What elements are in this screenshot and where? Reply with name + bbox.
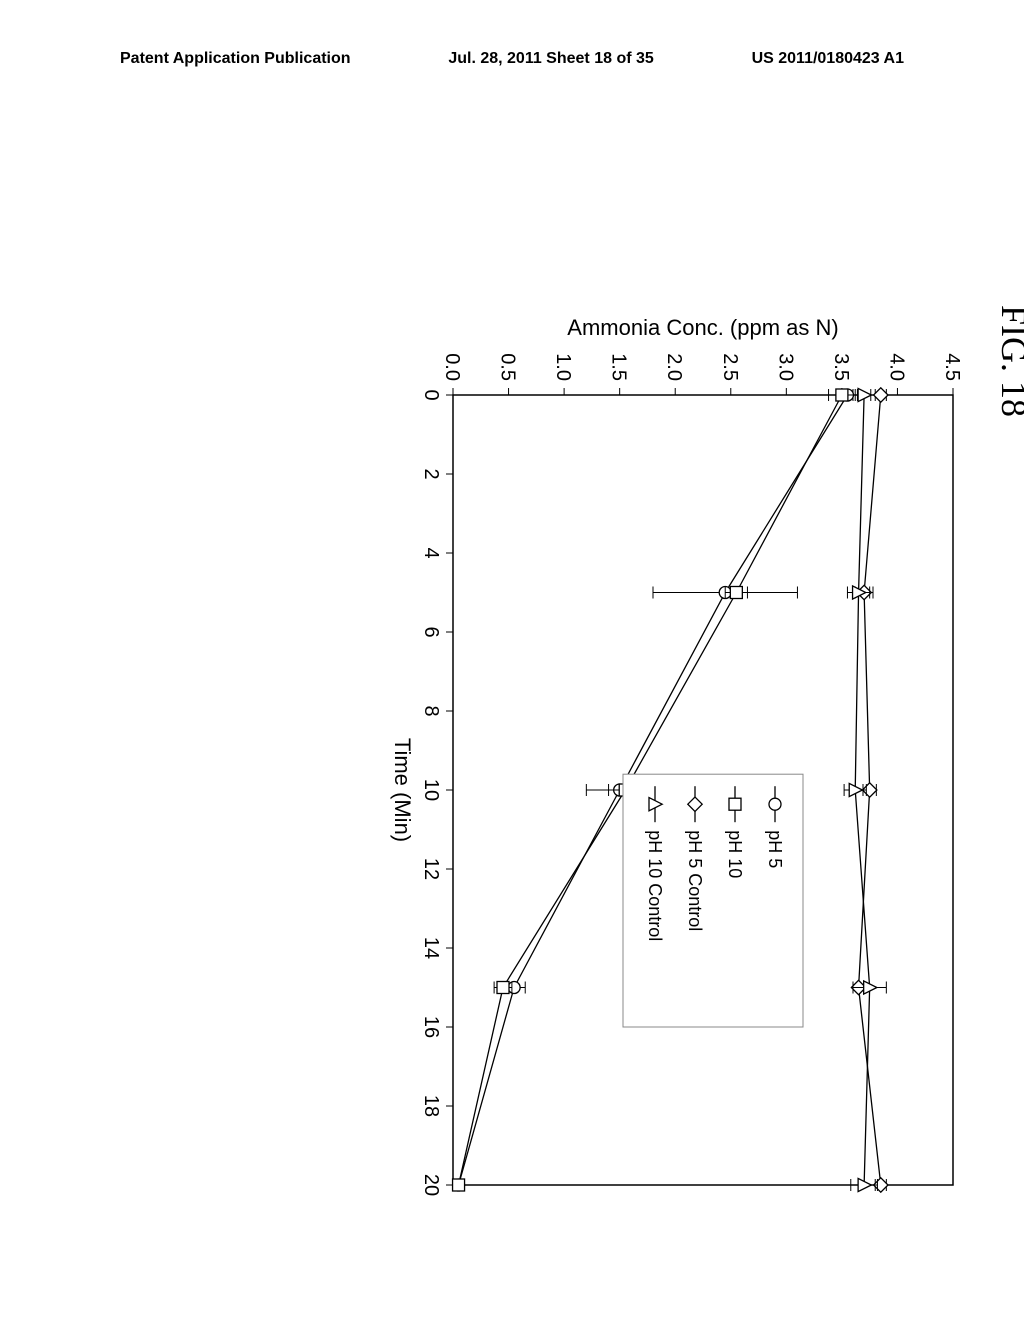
svg-text:0: 0: [420, 389, 442, 400]
svg-text:20: 20: [420, 1174, 442, 1196]
svg-text:0.0: 0.0: [441, 353, 463, 381]
svg-text:8: 8: [420, 705, 442, 716]
svg-text:4.0: 4.0: [885, 353, 907, 381]
header-center: Jul. 28, 2011 Sheet 18 of 35: [448, 50, 653, 68]
svg-text:4.5: 4.5: [941, 353, 963, 381]
svg-text:pH 5 Control: pH 5 Control: [685, 830, 705, 931]
svg-text:18: 18: [420, 1095, 442, 1117]
svg-text:pH 10: pH 10: [725, 830, 745, 878]
svg-text:Time (Min): Time (Min): [390, 738, 415, 842]
svg-text:4: 4: [420, 547, 442, 558]
figure-container: FIG. 18 02468101214161820Time (Min)0.00.…: [15, 305, 1024, 1075]
svg-text:10: 10: [420, 779, 442, 801]
svg-text:14: 14: [420, 937, 442, 959]
svg-text:2: 2: [420, 468, 442, 479]
svg-text:1.0: 1.0: [552, 353, 574, 381]
page-header: Patent Application Publication Jul. 28, …: [0, 50, 1024, 68]
svg-text:Ammonia Conc. (ppm as N): Ammonia Conc. (ppm as N): [567, 315, 838, 340]
svg-text:pH 5: pH 5: [765, 830, 785, 868]
svg-text:2.5: 2.5: [719, 353, 741, 381]
header-right: US 2011/0180423 A1: [752, 50, 904, 68]
svg-text:0.5: 0.5: [497, 353, 519, 381]
svg-text:3.0: 3.0: [774, 353, 796, 381]
svg-text:12: 12: [420, 858, 442, 880]
svg-text:6: 6: [420, 626, 442, 637]
svg-text:pH 10 Control: pH 10 Control: [645, 830, 665, 941]
line-chart: 0 2 4 6 8 10 12 14 16 18 20 Time (Min) 0.0 0.5 1.0 1.5 2…: [363, 305, 983, 1225]
header-left: Patent Application Publication: [120, 50, 351, 68]
svg-text:2.0: 2.0: [663, 353, 685, 381]
svg-text:16: 16: [420, 1016, 442, 1038]
svg-text:3.5: 3.5: [830, 353, 852, 381]
figure-title: FIG. 18: [993, 305, 1024, 1075]
svg-text:1.5: 1.5: [608, 353, 630, 381]
